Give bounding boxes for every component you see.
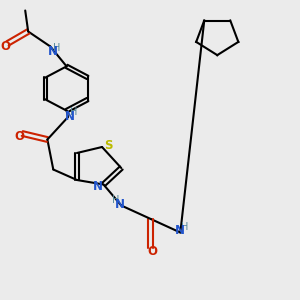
Text: N: N: [175, 224, 185, 238]
Text: N: N: [93, 179, 103, 193]
Text: H: H: [53, 43, 61, 53]
Text: N: N: [64, 110, 74, 123]
Text: H: H: [70, 106, 78, 117]
Text: N: N: [115, 198, 125, 211]
Text: S: S: [104, 139, 113, 152]
Text: O: O: [14, 130, 24, 143]
Text: O: O: [0, 40, 10, 53]
Text: N: N: [47, 45, 57, 58]
Text: H: H: [112, 195, 119, 205]
Text: H: H: [181, 221, 188, 232]
Text: O: O: [147, 244, 157, 258]
